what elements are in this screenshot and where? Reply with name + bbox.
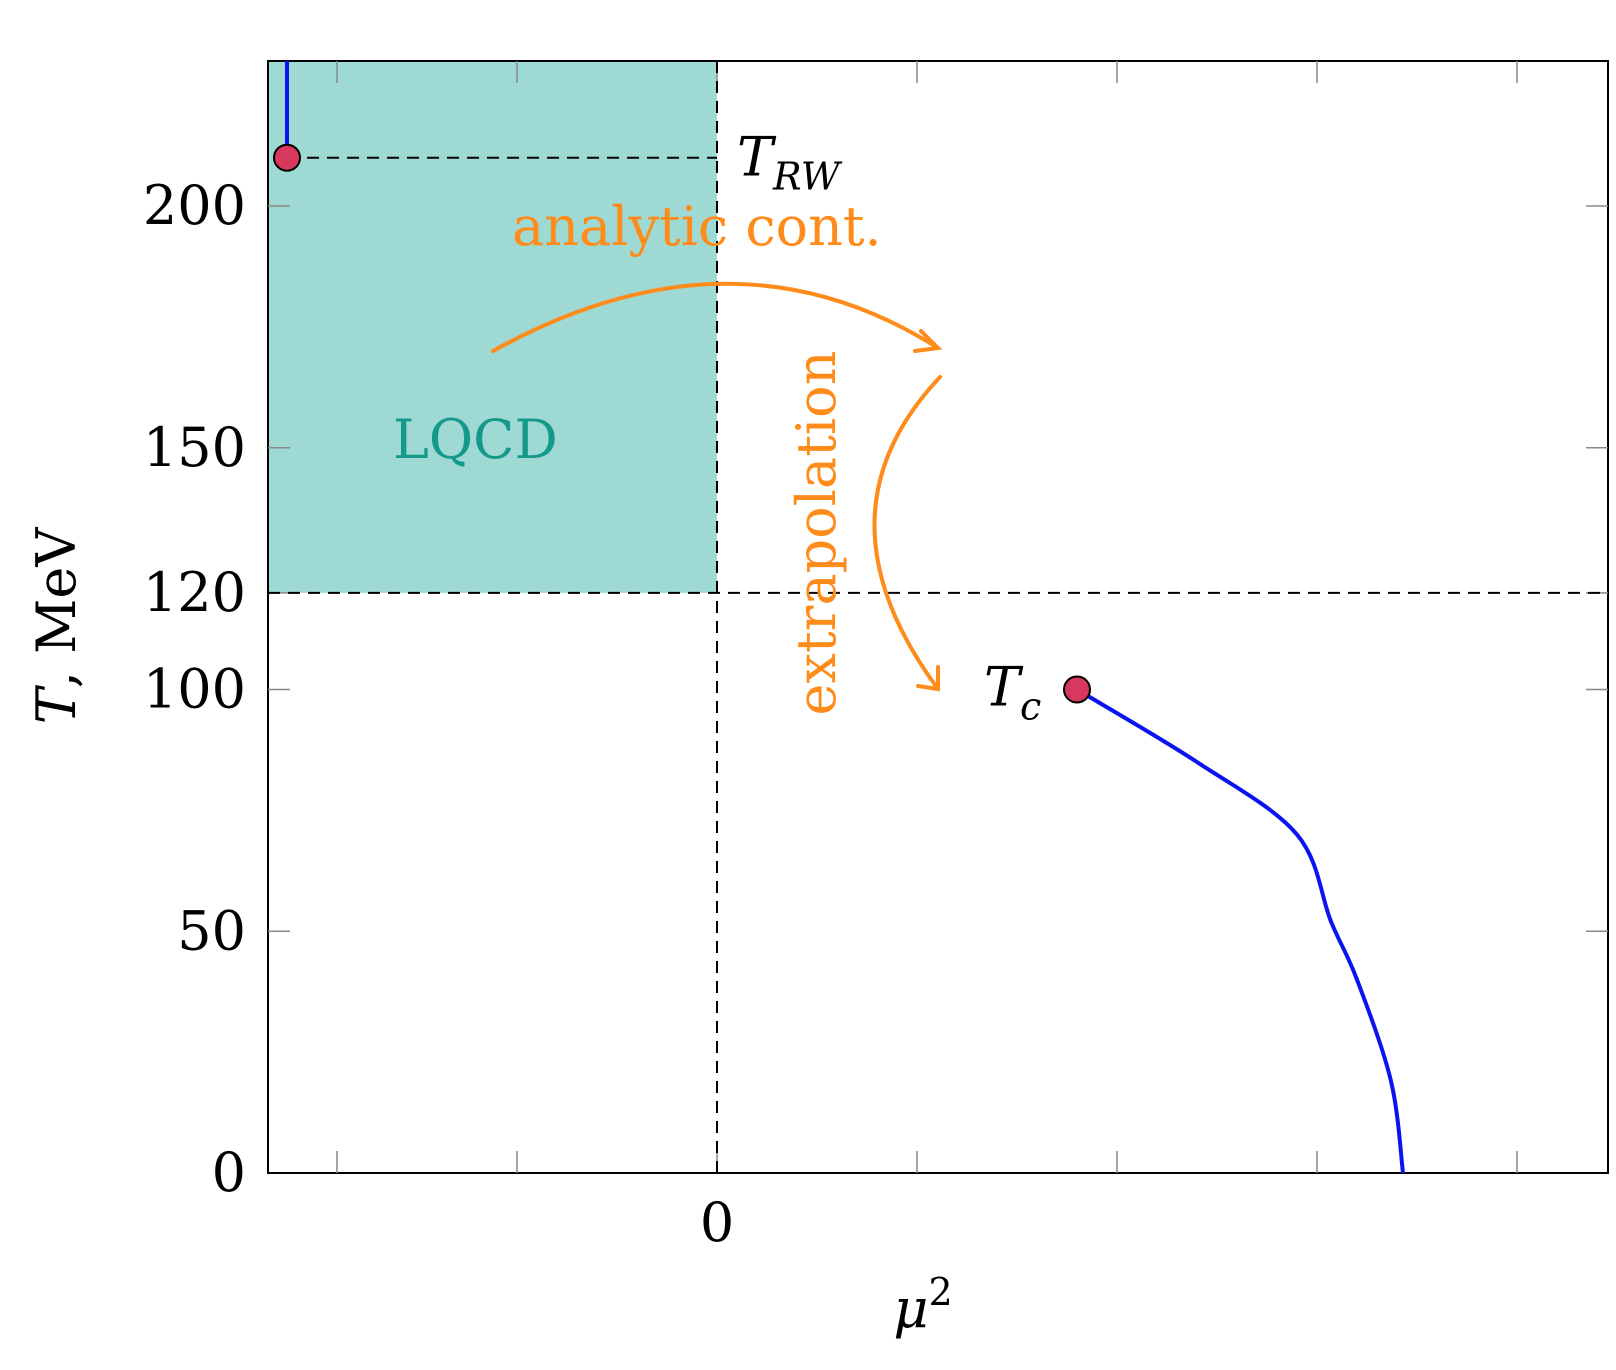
transition-line: [1075, 687, 1405, 1173]
t-rw-label-sub: RW: [772, 155, 843, 199]
t-c-label-base: T: [984, 656, 1024, 719]
analytic-continuation-arrow: [491, 281, 943, 353]
y-tick-label: 50: [177, 899, 246, 962]
y-tick-label: 0: [212, 1141, 246, 1204]
t-c-label: Tc: [984, 656, 1041, 729]
t-c-point: [1063, 675, 1091, 704]
t-rw-label-base: T: [737, 126, 777, 189]
y-axis-title-var: T: [25, 684, 88, 724]
t-rw-point: [273, 143, 301, 172]
y-tick-label: 200: [143, 174, 246, 237]
y-tick-label: 100: [143, 658, 246, 721]
y-tick-labels: 0 50 100 120 150 200: [143, 174, 246, 1204]
x-axis-title-sup: 2: [928, 1270, 952, 1314]
y-tick-label: 150: [143, 416, 246, 479]
tick-marks: [268, 61, 1608, 1173]
y-axis-title: T, MeV: [25, 527, 88, 725]
x-tick-labels: 0: [700, 1191, 734, 1254]
lattice-region: [267, 61, 717, 593]
extrapolation-arrow: [872, 375, 942, 692]
analytic-continuation-label: analytic cont.: [512, 195, 882, 258]
y-tick-label: 120: [143, 561, 246, 624]
t-c-label-sub: c: [1020, 685, 1041, 729]
extrapolation-label: extrapolation: [785, 351, 848, 716]
region-label: LQCD: [393, 408, 558, 471]
x-axis-title: μ2: [893, 1270, 952, 1340]
x-axis-title-base: μ: [893, 1277, 928, 1340]
x-tick-label: 0: [700, 1191, 734, 1254]
plot-frame: [267, 60, 1609, 1174]
t-rw-label: TRW: [737, 126, 843, 199]
y-axis-title-unit: , MeV: [25, 527, 88, 689]
